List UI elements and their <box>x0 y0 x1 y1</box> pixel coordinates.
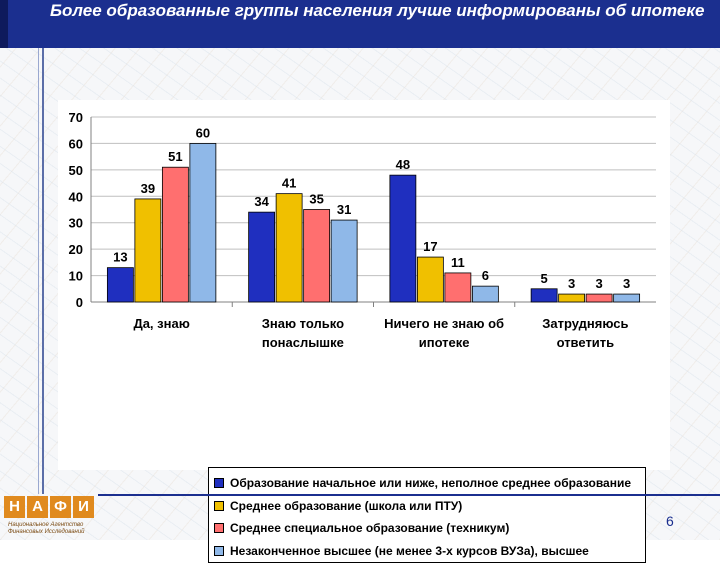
y-tick-label: 50 <box>69 163 83 178</box>
data-label: 13 <box>113 250 127 265</box>
legend-swatch <box>214 523 224 534</box>
bar <box>444 272 472 303</box>
bar <box>613 293 641 303</box>
y-tick-label: 30 <box>69 216 83 231</box>
left-divider-thin <box>38 48 39 494</box>
legend-item: Незаконченное высшее (не менее 3-х курсо… <box>214 540 645 563</box>
legend-swatch <box>214 500 224 511</box>
bar <box>248 211 276 303</box>
y-tick-label: 20 <box>69 242 83 257</box>
logo-caption: Национальное Агентство Финансовых Исслед… <box>8 522 85 535</box>
bar <box>275 193 303 303</box>
bar <box>134 198 162 303</box>
logo-letter: Ф <box>50 496 71 518</box>
legend-item: Образование начальное или ниже, неполное… <box>214 472 645 495</box>
bar <box>471 285 499 303</box>
data-label: 17 <box>423 239 437 254</box>
data-label: 41 <box>282 176 296 191</box>
bar <box>389 174 417 303</box>
data-label: 11 <box>451 255 465 270</box>
page-number: 6 <box>666 513 674 529</box>
data-label: 31 <box>337 202 351 217</box>
bar <box>106 267 134 303</box>
bar <box>161 166 189 303</box>
data-label: 48 <box>396 157 410 172</box>
data-label: 3 <box>623 276 630 291</box>
legend-label: Среднее специальное образование (технику… <box>230 521 510 536</box>
data-label: 39 <box>141 181 155 196</box>
header-accent <box>0 0 8 48</box>
y-tick-label: 60 <box>69 136 83 151</box>
x-tick-label: ипотеке <box>419 335 470 350</box>
logo-letter: А <box>27 496 48 518</box>
chart-panel: 0 10 20 30 40 50 60 70 13 39 51 60 Да, знаю 34 41 35 31 З… <box>58 100 670 563</box>
x-tick-label: Да, знаю <box>133 316 189 331</box>
bar <box>303 209 331 303</box>
x-tick-label: Знаю только <box>262 316 344 331</box>
page-title: Более образованные группы населения лучш… <box>50 1 705 20</box>
y-tick-label: 0 <box>76 295 83 310</box>
x-tick-label: Затрудняюсь <box>542 316 628 331</box>
data-label: 6 <box>482 268 489 283</box>
y-tick-label: 40 <box>69 189 83 204</box>
x-tick-label: понаслышке <box>262 335 344 350</box>
bar <box>416 256 444 303</box>
legend-swatch <box>214 545 224 556</box>
bar <box>530 288 558 303</box>
data-label: 60 <box>196 125 210 140</box>
legend-swatch <box>214 478 224 489</box>
bar <box>330 219 358 303</box>
data-label: 34 <box>254 194 269 209</box>
data-label: 51 <box>168 149 182 164</box>
legend-item: Среднее образование (школа или ПТУ) <box>214 495 645 518</box>
data-label: 5 <box>541 271 548 286</box>
logo-letter: И <box>73 496 94 518</box>
y-tick-label: 70 <box>69 110 83 125</box>
bar <box>558 293 586 303</box>
x-tick-label: ответить <box>557 335 615 350</box>
header-bar: Более образованные группы населения лучш… <box>0 0 720 48</box>
legend-label: Среднее образование (школа или ПТУ) <box>230 498 463 513</box>
chart-legend: Образование начальное или ниже, неполное… <box>208 467 646 563</box>
data-label: 3 <box>568 276 575 291</box>
legend-label: Образование начальное или ниже, неполное… <box>230 476 632 491</box>
footer-divider <box>98 494 720 496</box>
left-divider <box>42 48 44 494</box>
logo-letter: Н <box>4 496 25 518</box>
data-label: 35 <box>309 192 323 207</box>
bar <box>189 143 217 303</box>
bar <box>585 293 613 303</box>
legend-label: Незаконченное высшее (не менее 3-х курсо… <box>230 543 589 558</box>
y-tick-label: 10 <box>69 269 83 284</box>
legend-item: Среднее специальное образование (технику… <box>214 517 645 540</box>
x-tick-label: Ничего не знаю об <box>384 316 504 331</box>
data-label: 3 <box>596 276 603 291</box>
